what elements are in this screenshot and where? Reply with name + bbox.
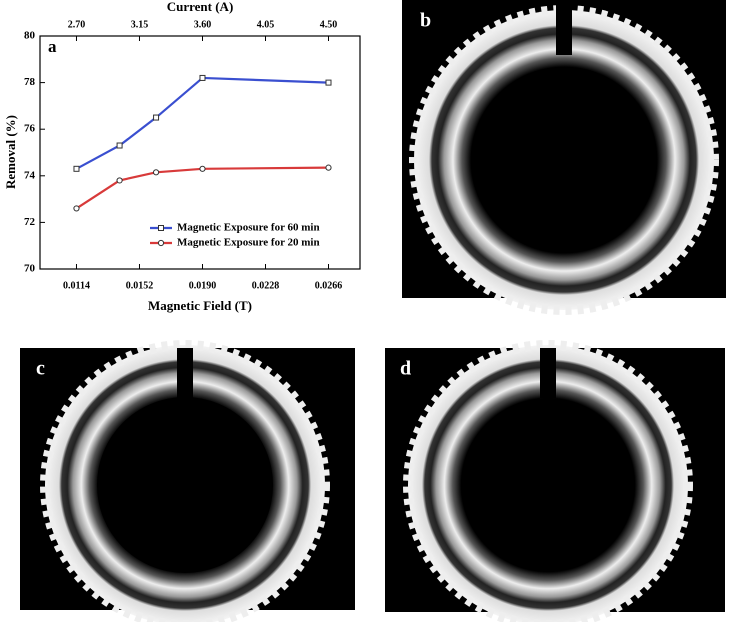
x2-tick-label: 2.70 — [68, 19, 86, 30]
marker — [199, 165, 206, 172]
x2-axis-label: Current (A) — [167, 0, 234, 14]
x-tick-label: 0.0152 — [126, 280, 154, 291]
y-axis-label: Removal (%) — [3, 115, 18, 189]
legend-marker — [158, 225, 164, 231]
y-tick-label: 76 — [24, 123, 36, 135]
photo-c: c — [20, 340, 355, 627]
x-tick-label: 0.0228 — [252, 280, 280, 291]
marker — [325, 164, 332, 171]
legend-label: Magnetic Exposure for 20 min — [177, 237, 320, 249]
y-tick-label: 72 — [24, 216, 36, 228]
marker — [116, 177, 123, 184]
y-tick-label: 74 — [24, 169, 36, 181]
y-tick-label: 78 — [24, 76, 36, 88]
photo-d: d — [385, 340, 725, 627]
x2-tick-label: 4.05 — [257, 19, 275, 30]
legend-label: Magnetic Exposure for 60 min — [177, 222, 320, 234]
marker — [73, 165, 80, 172]
x-tick-label: 0.0190 — [189, 280, 217, 291]
series-line — [75, 76, 329, 170]
panel-label: d — [400, 358, 411, 380]
x-tick-label: 0.0266 — [315, 280, 343, 291]
marker — [153, 114, 160, 121]
plot-frame — [39, 35, 361, 270]
series-line — [75, 166, 329, 210]
y-tick-label: 70 — [24, 263, 36, 275]
panel-label: a — [48, 37, 57, 56]
x2-tick-label: 3.60 — [194, 19, 212, 30]
x-tick-label: 0.0114 — [63, 280, 90, 291]
legend-marker — [157, 239, 165, 247]
panel-label: c — [36, 358, 45, 380]
marker — [73, 205, 80, 212]
y-tick-label: 80 — [24, 30, 36, 42]
x2-tick-label: 4.50 — [320, 19, 338, 30]
marker — [199, 74, 206, 81]
marker — [116, 142, 123, 149]
marker — [152, 169, 160, 176]
photo-b: b — [402, 0, 726, 315]
marker — [325, 79, 332, 86]
x-axis-label: Magnetic Field (T) — [148, 298, 252, 313]
panel-label: b — [420, 10, 431, 32]
x2-tick-label: 3.15 — [131, 19, 149, 30]
chart: a Magnetic Field (T) Current (A) Removal… — [3, 0, 361, 313]
